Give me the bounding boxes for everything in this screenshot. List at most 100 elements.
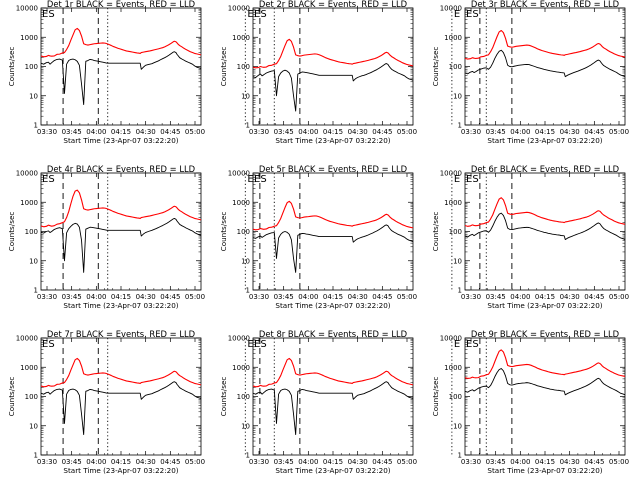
- chart-panel: 1 10 100 1000 10000 03:30 03:45 04:00 04:15 04:30…: [431, 164, 629, 310]
- x-axis-label: Start Time (23-Apr-07 03:22:20): [487, 136, 602, 145]
- plot-frame: [40, 172, 202, 291]
- x-tick-label: 04:45: [372, 128, 392, 136]
- y-tick-label: 10: [29, 92, 38, 100]
- chart-title: Det 6r BLACK = Events, RED = LLD: [471, 164, 619, 174]
- e-marker-label: E: [454, 174, 460, 185]
- x-tick-label: 03:45: [62, 128, 82, 136]
- y-tick-label: 100: [449, 63, 462, 71]
- es-marker-label: ES: [42, 174, 55, 185]
- x-axis-label: Start Time (23-Apr-07 03:22:20): [275, 136, 390, 145]
- x-axis-label: Start Time (23-Apr-07 03:22:20): [275, 466, 390, 475]
- es-marker-label: ES: [254, 9, 267, 20]
- chart-title: Det 5r BLACK = Events, RED = LLD: [259, 164, 407, 174]
- lld-series-line: [252, 200, 414, 231]
- y-tick-label: 1: [246, 122, 250, 130]
- chart-panel: 1 10 100 1000 10000 03:30 03:45 04:00 04:15 04:30…: [7, 0, 254, 145]
- x-tick-label: 03:30: [249, 458, 269, 466]
- y-tick-label: 10000: [440, 170, 462, 178]
- y-tick-label: 10000: [16, 5, 38, 13]
- events-series-line: [464, 49, 626, 78]
- e-marker-label: E: [247, 339, 253, 350]
- e-marker-label: E: [454, 9, 460, 20]
- y-tick-label: 10: [453, 92, 462, 100]
- y-tick-label: 1: [246, 287, 250, 295]
- y-tick-label: 10: [29, 257, 38, 265]
- y-tick-label: 1000: [444, 364, 462, 372]
- chart-title: Det 7r BLACK = Events, RED = LLD: [47, 329, 195, 339]
- x-tick-label: 03:45: [274, 293, 294, 301]
- x-tick-label: 03:30: [461, 458, 481, 466]
- es-marker-label: ES: [254, 174, 267, 185]
- events-series-line: [252, 224, 414, 273]
- plot-frame: [252, 172, 414, 291]
- x-tick-label: 05:00: [185, 128, 205, 136]
- y-tick-label: 10000: [440, 5, 462, 13]
- lld-series-line: [40, 27, 202, 58]
- y-axis-label: Counts/sec: [219, 47, 228, 87]
- chart-title: Det 2r BLACK = Events, RED = LLD: [259, 0, 407, 9]
- y-tick-label: 10: [29, 422, 38, 430]
- y-tick-label: 100: [237, 228, 250, 236]
- x-tick-label: 04:45: [584, 293, 604, 301]
- y-tick-label: 100: [449, 228, 462, 236]
- x-tick-label: 04:00: [298, 293, 318, 301]
- y-tick-label: 1000: [232, 199, 250, 207]
- y-tick-label: 10: [241, 422, 250, 430]
- y-tick-label: 10: [241, 257, 250, 265]
- y-tick-label: 10000: [16, 335, 38, 343]
- x-tick-label: 04:15: [323, 128, 343, 136]
- x-tick-label: 04:00: [510, 128, 530, 136]
- x-tick-label: 05:00: [397, 293, 417, 301]
- x-tick-label: 04:00: [298, 458, 318, 466]
- es-marker-label: ES: [42, 339, 55, 350]
- x-tick-label: 04:15: [535, 458, 555, 466]
- x-tick-label: 04:15: [535, 293, 555, 301]
- y-tick-label: 10000: [440, 335, 462, 343]
- x-tick-label: 03:30: [249, 128, 269, 136]
- y-tick-label: 1000: [20, 34, 38, 42]
- x-axis-label: Start Time (23-Apr-07 03:22:20): [487, 466, 602, 475]
- x-axis-label: Start Time (23-Apr-07 03:22:20): [63, 301, 178, 310]
- x-tick-label: 04:45: [160, 458, 180, 466]
- x-tick-label: 03:45: [62, 293, 82, 301]
- x-tick-label: 04:45: [372, 458, 392, 466]
- chart-panel: 1 10 100 1000 10000 03:30 03:45 04:00 04:15 04:30…: [219, 329, 460, 475]
- x-tick-label: 04:45: [584, 458, 604, 466]
- y-tick-label: 100: [25, 63, 38, 71]
- x-tick-label: 04:00: [86, 128, 106, 136]
- chart-panel: 1 10 100 1000 10000 03:30 03:45 04:00 04:15 04:30…: [7, 329, 254, 475]
- y-tick-label: 1: [458, 452, 462, 460]
- x-tick-label: 03:30: [37, 293, 57, 301]
- x-tick-label: 04:00: [510, 293, 530, 301]
- x-tick-label: 05:00: [185, 458, 205, 466]
- chart-panel: 1 10 100 1000 10000 03:30 03:45 04:00 04:15 04:30…: [7, 164, 254, 310]
- x-axis-label: Start Time (23-Apr-07 03:22:20): [487, 301, 602, 310]
- events-series-line: [464, 212, 626, 241]
- chart-panel: 1 10 100 1000 10000 03:30 03:45 04:00 04:15 04:30…: [219, 0, 460, 145]
- plot-frame: [40, 7, 202, 126]
- x-axis-label: Start Time (23-Apr-07 03:22:20): [275, 301, 390, 310]
- x-tick-label: 04:15: [323, 293, 343, 301]
- x-tick-label: 03:45: [486, 458, 506, 466]
- x-tick-label: 04:00: [86, 458, 106, 466]
- y-axis-label: Counts/sec: [431, 47, 440, 87]
- chart-title: Det 9r BLACK = Events, RED = LLD: [471, 329, 619, 339]
- x-tick-label: 04:30: [348, 293, 368, 301]
- y-axis-label: Counts/sec: [431, 212, 440, 252]
- y-tick-label: 1000: [20, 199, 38, 207]
- y-axis-label: Counts/sec: [219, 377, 228, 417]
- x-tick-label: 04:30: [348, 458, 368, 466]
- chart-title: Det 3r BLACK = Events, RED = LLD: [471, 0, 619, 9]
- events-series-line: [40, 381, 202, 436]
- lld-series-line: [464, 349, 626, 379]
- events-series-line: [252, 381, 414, 436]
- x-tick-label: 04:30: [136, 458, 156, 466]
- x-tick-label: 04:30: [136, 128, 156, 136]
- chart-title: Det 4r BLACK = Events, RED = LLD: [47, 164, 195, 174]
- x-tick-label: 03:45: [486, 128, 506, 136]
- x-tick-label: 04:30: [560, 458, 580, 466]
- x-tick-label: 04:45: [160, 128, 180, 136]
- x-tick-label: 03:45: [62, 458, 82, 466]
- y-tick-label: 10000: [228, 5, 250, 13]
- x-tick-label: 05:00: [609, 293, 629, 301]
